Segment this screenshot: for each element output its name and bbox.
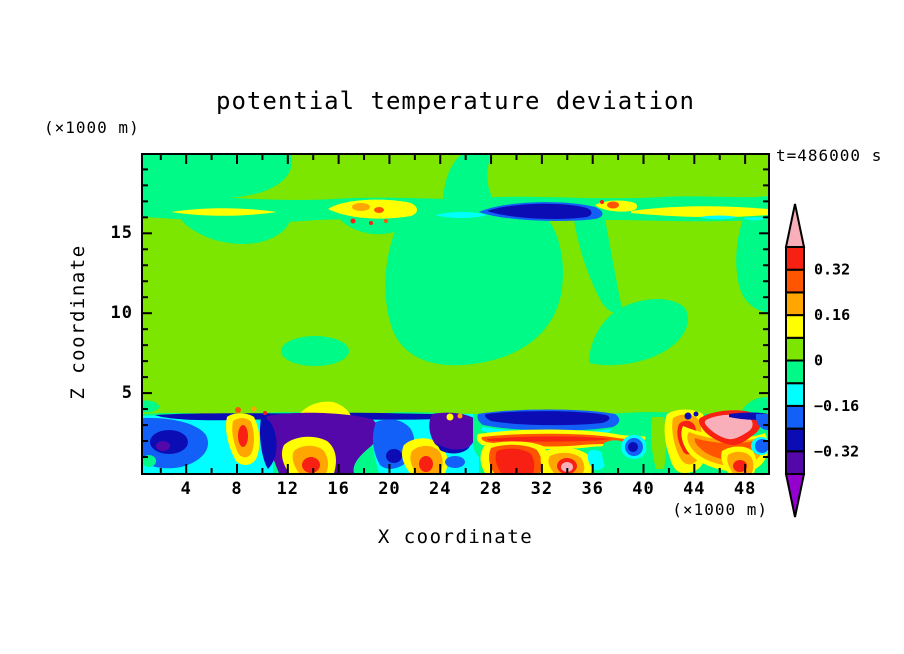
- colorbar-over-arrow: [784, 203, 806, 248]
- colorbar-band-orangered: [785, 268, 805, 294]
- contour-shape: [699, 215, 737, 220]
- contour-shape: [607, 201, 619, 209]
- contour-shape: [384, 219, 388, 223]
- x-tick-label: 4: [180, 479, 192, 499]
- colorbar-under-arrow: [784, 473, 806, 518]
- contour-shape: [684, 412, 692, 420]
- contour-shape: [736, 199, 768, 313]
- contour-shape: [435, 212, 487, 218]
- contour-field: [143, 155, 768, 473]
- contour-shape: [457, 413, 463, 419]
- contour-shape: [235, 407, 241, 413]
- x-tick-label: 20: [378, 479, 401, 499]
- x-tick-label: 48: [733, 479, 757, 499]
- contour-shape: [302, 457, 320, 473]
- colorbar-tick-label: −0.16: [814, 397, 859, 415]
- wave-band-streaks: [171, 199, 768, 225]
- contour-shape: [429, 412, 478, 451]
- warm-plume-center: [495, 448, 535, 473]
- colorbar-tick-label: 0.32: [814, 261, 850, 279]
- boundary-layer: [143, 401, 768, 473]
- contour-shape: [651, 417, 667, 469]
- colorbar-band-chartreuse: [785, 336, 805, 362]
- colorbar-band-navy: [785, 427, 805, 453]
- contour-shape: [298, 401, 351, 416]
- y-axis-units-label: (×1000 m): [44, 118, 140, 137]
- contour-shape: [171, 208, 277, 216]
- axis-ticks: [143, 155, 768, 473]
- contour-shape: [631, 206, 768, 218]
- contour-shape: [573, 213, 622, 313]
- colorbar-tick-label: 0.16: [814, 306, 850, 324]
- contour-shape: [385, 211, 563, 366]
- x-tick-label: 44: [683, 479, 706, 499]
- contour-shape: [339, 215, 409, 235]
- x-tick-label: 24: [429, 479, 452, 499]
- colorbar-band-springgreen: [785, 359, 805, 385]
- x-tick-label: 36: [581, 479, 604, 499]
- contour-shape: [446, 413, 454, 421]
- y-tick-label: 15: [110, 223, 133, 244]
- x-tick-label: 28: [479, 479, 503, 499]
- contour-shape: [445, 456, 465, 468]
- contour-shape: [443, 155, 493, 199]
- contour-shape: [238, 425, 248, 447]
- colorbar-band-darkviolet: [785, 450, 805, 475]
- contour-shape: [436, 442, 470, 454]
- contour-shape: [281, 336, 349, 366]
- cold-streak-bl-top: [485, 411, 610, 426]
- cold-pocket-upper: [487, 203, 592, 219]
- colorbar-band-orange: [785, 291, 805, 317]
- contour-shape: [374, 207, 384, 213]
- contour-shape: [143, 155, 292, 200]
- x-axis-units-label: (×1000 m): [672, 500, 768, 519]
- contour-shape: [561, 462, 573, 472]
- contour-shape: [259, 417, 277, 469]
- x-tick-label: 8: [231, 479, 243, 499]
- contour-shape: [419, 456, 433, 472]
- chart-title: potential temperature deviation: [216, 87, 695, 115]
- contour-shape: [251, 406, 257, 412]
- contour-shape: [733, 460, 747, 472]
- colorbar-tick-label: 0: [814, 352, 823, 370]
- contour-shape: [743, 217, 767, 221]
- colorbar-band-cyan: [785, 382, 805, 407]
- time-annotation: t=486000 s: [776, 146, 883, 165]
- colorbar: 0.32 0.16 0 −0.16 −0.32: [784, 203, 859, 518]
- contour-shape: [600, 200, 604, 204]
- contour-shape: [386, 449, 402, 463]
- contour-shape: [179, 215, 291, 245]
- contour-shape: [150, 430, 188, 454]
- contour-shape: [741, 397, 768, 413]
- contour-shape: [589, 298, 689, 366]
- contour-shape: [628, 442, 638, 452]
- colorbar-band-red: [785, 246, 805, 271]
- x-tick-label: 16: [327, 479, 350, 499]
- x-tick-label: 40: [632, 479, 655, 499]
- x-tick-label: 12: [276, 479, 300, 499]
- hot-spot-pink: [704, 414, 753, 440]
- contour-shape: [486, 436, 611, 442]
- plot-area: [141, 153, 770, 475]
- contour-shape: [755, 439, 768, 453]
- contour-shape: [156, 441, 170, 451]
- contour-shape: [352, 203, 370, 211]
- colorbar-tick-label: −0.32: [814, 442, 859, 460]
- contour-shape: [263, 411, 267, 415]
- y-tick-label: 5: [121, 383, 133, 404]
- colorbar-band-yellow: [785, 314, 805, 339]
- colorbar-band-blue: [785, 404, 805, 430]
- x-tick-label: 32: [530, 479, 554, 499]
- x-axis-title: X coordinate: [377, 526, 534, 548]
- contour-shape: [693, 411, 699, 417]
- y-tick-label: 10: [110, 303, 133, 324]
- contour-shape: [328, 199, 417, 219]
- contour-shape: [369, 221, 373, 225]
- contour-shape: [350, 218, 356, 224]
